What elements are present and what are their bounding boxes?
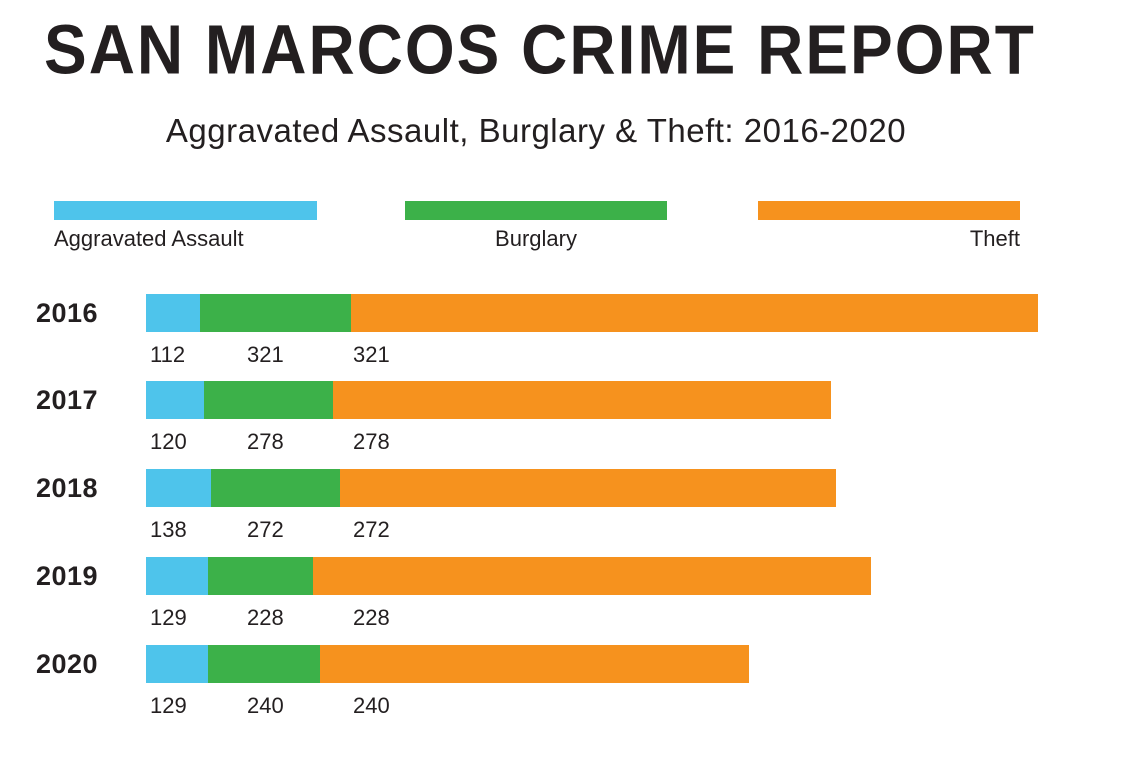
- assault-bar-segment: [146, 469, 211, 507]
- stacked-bar-row: 2016 112 321 321: [0, 294, 1140, 382]
- assault-legend-swatch: [54, 201, 317, 220]
- stacked-bar-row: 2020 129 240 240: [0, 645, 1140, 733]
- value-label: 120: [150, 429, 187, 454]
- stacked-bar-row: 2019 129 228 228: [0, 557, 1140, 645]
- value-label: 240: [353, 693, 390, 718]
- theft-legend-swatch: [758, 201, 1020, 220]
- burglary-bar-segment: [208, 645, 320, 683]
- theft-bar-segment: [313, 557, 871, 595]
- value-label: 228: [353, 605, 390, 630]
- value-label: 272: [353, 517, 390, 542]
- stacked-bar-row: 2018 138 272 272: [0, 469, 1140, 557]
- value-label: 278: [353, 429, 390, 454]
- year-label: 2016: [36, 298, 99, 328]
- legend-label-theft: Theft: [969, 226, 1020, 251]
- legend-label-burglary: Burglary: [495, 226, 577, 251]
- burglary-bar-segment: [208, 557, 313, 595]
- value-label: 278: [247, 429, 284, 454]
- value-label: 129: [150, 605, 187, 630]
- stacked-bar: [146, 645, 749, 683]
- burglary-bar-segment: [200, 294, 351, 332]
- legend-label-assault: Aggravated Assault: [54, 226, 244, 251]
- value-label: 129: [150, 693, 187, 718]
- value-label: 138: [150, 517, 187, 542]
- theft-bar-segment: [320, 645, 749, 683]
- burglary-bar-segment: [211, 469, 340, 507]
- year-label: 2018: [36, 473, 99, 503]
- stacked-bar: [146, 557, 871, 595]
- stacked-bar: [146, 294, 1038, 332]
- page-title: SAN MARCOS CRIME REPORT: [44, 10, 1036, 89]
- value-label: 112: [150, 342, 186, 367]
- theft-bar-segment: [351, 294, 1038, 332]
- burglary-bar-segment: [204, 381, 333, 419]
- value-label: 321: [353, 342, 390, 367]
- theft-bar-segment: [333, 381, 831, 419]
- year-label: 2020: [36, 649, 99, 679]
- assault-bar-segment: [146, 381, 204, 419]
- value-label: 240: [247, 693, 284, 718]
- stacked-bar-row: 2017 120 278 278: [0, 381, 1140, 469]
- stacked-bar: [146, 469, 836, 507]
- stacked-bar: [146, 381, 831, 419]
- assault-bar-segment: [146, 294, 200, 332]
- year-label: 2017: [36, 385, 99, 415]
- assault-bar-segment: [146, 645, 208, 683]
- value-label: 228: [247, 605, 284, 630]
- burglary-legend-swatch: [405, 201, 667, 220]
- assault-bar-segment: [146, 557, 208, 595]
- year-label: 2019: [36, 561, 99, 591]
- theft-bar-segment: [340, 469, 836, 507]
- value-label: 272: [247, 517, 284, 542]
- value-label: 321: [247, 342, 284, 367]
- page-subtitle: Aggravated Assault, Burglary & Theft: 20…: [165, 112, 907, 149]
